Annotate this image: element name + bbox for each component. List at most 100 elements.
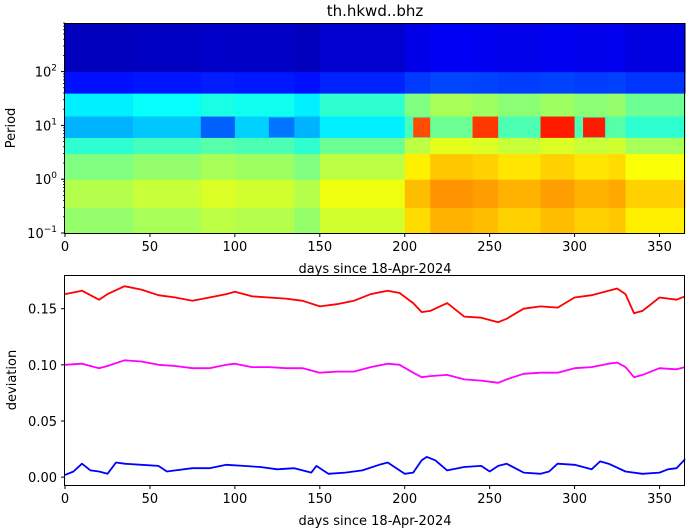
heatmap-cell — [200, 207, 236, 234]
heatmap-cell — [625, 153, 686, 180]
heatmap-cell — [319, 23, 406, 73]
heatmap-cell — [574, 207, 610, 234]
spectrogram-heatmap — [65, 23, 686, 234]
heatmap-cell — [472, 137, 499, 155]
heatmap-hot-spot — [583, 117, 606, 138]
heatmap-cell — [430, 207, 474, 234]
x-tick-label: 0 — [61, 240, 69, 255]
spectrogram-frame — [64, 23, 685, 234]
heatmap-cell — [472, 93, 499, 117]
x-tick-label: 100 — [222, 492, 247, 507]
spectrogram-panel: th.hkwd..bhz 0 50 100 150 200 250 300 350 10−11… — [4, 2, 686, 277]
heatmap-cell — [234, 23, 295, 73]
heatmap-cell — [625, 137, 686, 155]
heatmap-cell — [132, 23, 202, 73]
x-tick-label: 350 — [647, 240, 672, 255]
heatmap-cell — [294, 23, 321, 73]
heatmap-cell — [404, 71, 431, 94]
heatmap-cell — [472, 23, 499, 73]
heatmap-cell — [65, 153, 134, 180]
y-tick-label: 0.15 — [28, 303, 57, 318]
heatmap-cell — [498, 71, 542, 94]
heatmap-cell — [540, 179, 576, 208]
heatmap-cell — [200, 23, 236, 73]
heatmap-cell — [540, 137, 576, 155]
heatmap-cell — [132, 207, 202, 234]
heatmap-cell — [625, 179, 686, 208]
heatmap-cell — [234, 71, 295, 94]
deviation-x-ticks: 0 50 100 150 200 250 300 350 — [61, 485, 672, 507]
heatmap-cell — [234, 93, 295, 117]
heatmap-cell — [498, 153, 542, 180]
y-tick-label: 10−1 — [27, 225, 57, 242]
heatmap-cell — [608, 115, 627, 138]
deviation-y-axis-label: deviation — [5, 350, 20, 410]
heatmap-cell — [319, 137, 406, 155]
heatmap-cell — [132, 179, 202, 208]
heatmap-cell — [200, 93, 236, 117]
heatmap-cell — [498, 179, 542, 208]
heatmap-cell — [294, 207, 321, 234]
y-tick-label: 102 — [35, 64, 57, 81]
heatmap-cell — [625, 115, 686, 138]
heatmap-cell — [319, 153, 406, 180]
x-tick-label: 350 — [647, 492, 672, 507]
y-tick-label: 0.00 — [28, 471, 57, 486]
heatmap-cell — [294, 115, 321, 138]
heatmap-cell — [608, 153, 627, 180]
heatmap-cell — [132, 153, 202, 180]
y-tick-label: 100 — [35, 171, 58, 188]
heatmap-cell — [404, 179, 431, 208]
heatmap-cell — [234, 153, 295, 180]
heatmap-cell — [498, 23, 542, 73]
deviation-line — [64, 285, 686, 324]
deviation-y-ticks: 0.00 0.05 0.10 0.15 — [28, 303, 65, 486]
x-tick-label: 200 — [392, 240, 417, 255]
heatmap-cell — [430, 71, 474, 94]
spectrogram-y-ticks: 10−1 100 101 102 — [27, 22, 65, 242]
heatmap-cell — [498, 93, 542, 117]
x-tick-label: 300 — [562, 240, 587, 255]
heatmap-cell — [540, 153, 576, 180]
heatmap-cell — [430, 179, 474, 208]
heatmap-cell — [132, 115, 202, 138]
heatmap-cell — [200, 179, 236, 208]
heatmap-hot-spot — [413, 117, 431, 138]
x-tick-label: 100 — [222, 240, 247, 255]
deviation-series — [64, 285, 686, 476]
heatmap-cell — [404, 93, 431, 117]
spectrogram-x-axis-label: days since 18-Apr-2024 — [298, 262, 451, 277]
x-tick-label: 150 — [307, 492, 332, 507]
spectrogram-title: th.hkwd..bhz — [327, 2, 424, 20]
heatmap-hot-spot — [540, 117, 558, 138]
heatmap-cell — [608, 93, 627, 117]
heatmap-cell — [430, 93, 474, 117]
heatmap-cell — [574, 179, 610, 208]
heatmap-cell — [574, 23, 610, 73]
heatmap-cell — [65, 137, 134, 155]
x-tick-label: 0 — [61, 492, 69, 507]
heatmap-cell — [430, 137, 474, 155]
heatmap-cell — [65, 71, 134, 94]
heatmap-cell — [65, 23, 134, 73]
x-tick-label: 250 — [477, 240, 502, 255]
heatmap-cell — [498, 137, 542, 155]
heatmap-cell — [574, 71, 610, 94]
heatmap-cell — [625, 71, 686, 94]
heatmap-cell — [132, 93, 202, 117]
heatmap-cell — [430, 153, 474, 180]
x-tick-label: 300 — [562, 492, 587, 507]
heatmap-cell — [404, 153, 431, 180]
heatmap-cell — [294, 71, 321, 94]
heatmap-cell — [234, 137, 295, 155]
heatmap-cell — [65, 93, 134, 117]
heatmap-cell — [294, 93, 321, 117]
heatmap-cell — [540, 23, 576, 73]
y-tick-label: 101 — [35, 117, 57, 134]
heatmap-cell — [608, 23, 627, 73]
heatmap-cell — [65, 179, 134, 208]
heatmap-cell — [498, 115, 542, 138]
heatmap-cell — [404, 23, 431, 73]
spectrogram-x-ticks: 0 50 100 150 200 250 300 350 — [61, 233, 672, 255]
